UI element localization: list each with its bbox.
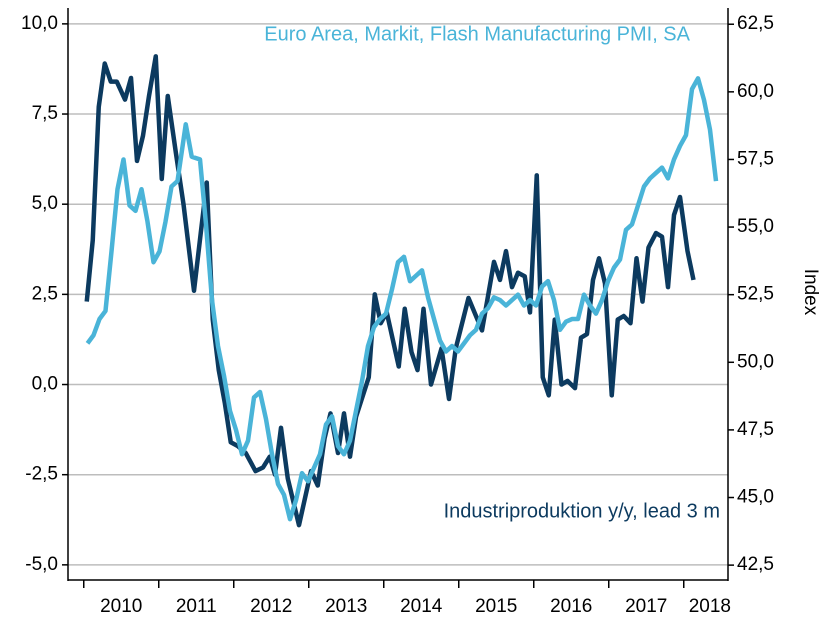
x-tick-label: 2015 [475, 596, 517, 617]
y2-tick-label: 42,5 [737, 554, 774, 575]
y-tick-label: 2,5 [32, 283, 58, 304]
series-line [85, 76, 719, 522]
x-tick-label: 2011 [176, 596, 217, 617]
x-tick-label: 2010 [100, 596, 142, 617]
y-tick-label: -5,0 [25, 554, 58, 575]
grid [68, 23, 728, 566]
x-tick-label: 2014 [400, 596, 443, 617]
y-tick-label: 10,0 [21, 13, 58, 34]
lines [84, 54, 719, 528]
y2-tick-label: 47,5 [737, 419, 774, 440]
production-annotation: Industriproduktion y/y, lead 3 m [444, 500, 720, 522]
y2-axis-label: Index [800, 269, 821, 316]
x-tick-label: 2012 [250, 596, 292, 617]
y2-tick-label: 57,5 [737, 148, 774, 169]
x-tick-label: 2013 [325, 596, 367, 617]
y-tick-label: 7,5 [32, 103, 58, 124]
y2-tick-label: 55,0 [737, 216, 774, 237]
y-tick-label: 0,0 [32, 374, 58, 395]
y2-tick-label: 50,0 [737, 351, 774, 372]
y2-tick-label: 62,5 [737, 13, 774, 34]
x-tick-label: 2018 [689, 596, 731, 617]
y2-tick-label: 45,0 [737, 487, 774, 508]
y-tick-label: -2,5 [25, 464, 58, 485]
x-tick-label: 2016 [550, 596, 592, 617]
pmi-annotation: Euro Area, Markit, Flash Manufacturing P… [264, 23, 690, 45]
y2-tick-label: 52,5 [737, 284, 774, 305]
x-tick-label: 2017 [625, 596, 667, 617]
y-tick-label: 5,0 [32, 193, 58, 214]
y2-tick-label: 60,0 [737, 81, 774, 102]
